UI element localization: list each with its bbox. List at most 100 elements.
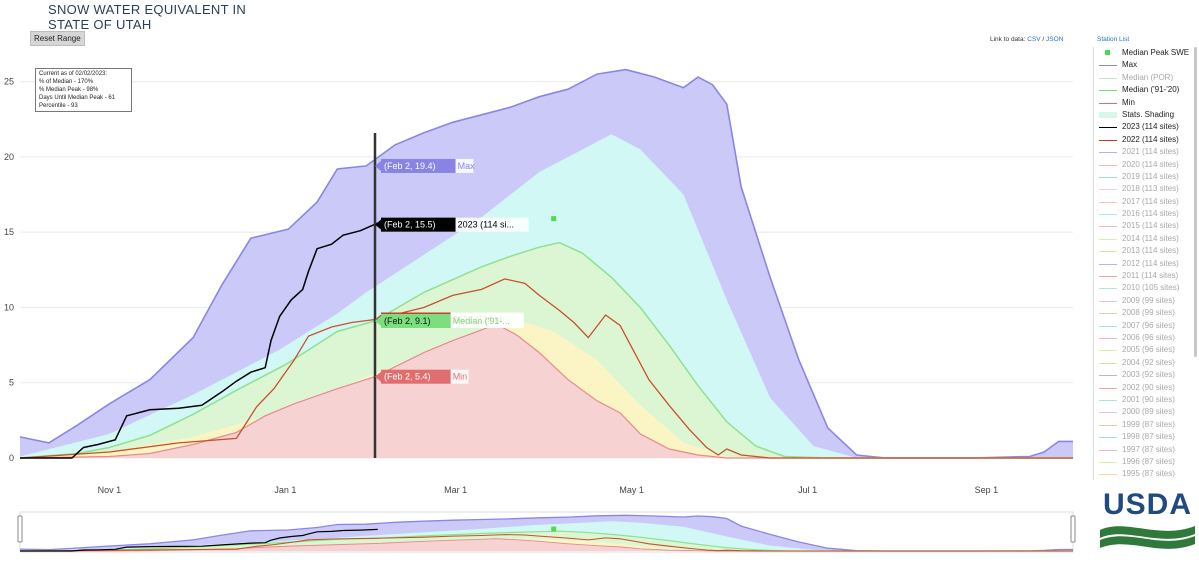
legend-item[interactable]: Stats. Shading	[1094, 109, 1196, 121]
json-link[interactable]: JSON	[1046, 36, 1064, 43]
series-line	[20, 222, 379, 459]
legend-swatch	[1099, 77, 1117, 79]
y-tick-label: 5	[9, 378, 14, 388]
legend-label: 1996 (87 sites)	[1122, 456, 1175, 466]
range-slider	[17, 511, 1076, 553]
legend-swatch	[1099, 139, 1117, 141]
legend-item[interactable]: 2006 (96 sites)	[1094, 332, 1196, 344]
title-line-1: SNOW WATER EQUIVALENT IN	[48, 2, 247, 17]
legend-item[interactable]: 2001 (90 sites)	[1094, 394, 1196, 406]
legend-item[interactable]: Max	[1094, 59, 1196, 71]
hover-label-box	[381, 369, 451, 384]
legend-item[interactable]: 2000 (89 sites)	[1094, 406, 1196, 418]
x-tick-label: Mar 1	[444, 485, 467, 495]
legend-item[interactable]: 2009 (99 sites)	[1094, 295, 1196, 307]
legend-item[interactable]: 2010 (105 sites)	[1094, 282, 1196, 294]
hover-label-box	[381, 314, 451, 329]
info-days-until-peak: Days Until Median Peak - 61	[39, 95, 116, 101]
legend-swatch	[1099, 238, 1117, 240]
legend-item[interactable]: 1996 (87 sites)	[1094, 456, 1196, 468]
series-areas	[20, 69, 1073, 459]
x-tick-label: Sep 1	[975, 485, 999, 495]
link-to-data: Link to data: CSV / JSON	[990, 36, 1063, 43]
legend-item[interactable]: 2019 (114 sites)	[1094, 171, 1196, 183]
legend-label: 2019 (114 sites)	[1122, 171, 1179, 181]
station-list-link[interactable]: Station List	[1097, 36, 1130, 43]
legend-item[interactable]: 2013 (114 sites)	[1094, 245, 1196, 257]
legend-item[interactable]: 2016 (114 sites)	[1094, 208, 1196, 220]
legend-item[interactable]: 2021 (114 sites)	[1094, 146, 1196, 158]
legend-item[interactable]: Median (POR)	[1094, 72, 1196, 84]
legend-swatch	[1099, 375, 1117, 377]
y-tick-label: 10	[4, 302, 14, 312]
legend-item[interactable]: Min	[1094, 97, 1196, 109]
series-line	[19, 68, 1073, 459]
legend-swatch	[1099, 65, 1117, 67]
legend-swatch	[1099, 387, 1117, 389]
legend-item[interactable]: 1997 (87 sites)	[1094, 444, 1196, 456]
hover-label-pointer	[375, 160, 381, 171]
reset-range-button[interactable]: Reset Range	[30, 31, 85, 46]
hover-label-tail-bg	[450, 314, 524, 329]
legend-scrollbar[interactable]	[1194, 47, 1197, 357]
range-slider-left-handle[interactable]	[17, 515, 23, 543]
legend-swatch	[1099, 111, 1117, 118]
legend-item[interactable]: 2015 (114 sites)	[1094, 220, 1196, 232]
legend-item[interactable]: 2005 (96 sites)	[1094, 344, 1196, 356]
legend-item[interactable]: 2007 (96 sites)	[1094, 320, 1196, 332]
hover-label-series: Max	[458, 161, 476, 171]
info-percentile: Percentile - 93	[39, 103, 78, 109]
legend-label: 2004 (92 sites)	[1122, 357, 1175, 367]
legend-label: 2022 (114 sites)	[1122, 134, 1179, 144]
legend-swatch	[1099, 412, 1117, 414]
legend-swatch	[1099, 424, 1117, 426]
legend-item[interactable]: 2023 (114 sites)	[1094, 121, 1196, 133]
legend-label: Median ('91-'20)	[1122, 85, 1180, 95]
series-line	[19, 323, 1073, 459]
csv-link[interactable]: CSV	[1027, 36, 1041, 43]
legend-swatch	[1099, 164, 1117, 166]
legend-item[interactable]: 2012 (114 sites)	[1094, 258, 1196, 270]
legend-label: 2001 (90 sites)	[1122, 394, 1175, 404]
legend-swatch	[1099, 90, 1117, 92]
legend-item[interactable]: 2022 (114 sites)	[1094, 134, 1196, 146]
range-slider-right-handle[interactable]	[1070, 515, 1076, 543]
legend-swatch	[1099, 263, 1117, 265]
legend-label: 2016 (114 sites)	[1122, 209, 1179, 219]
legend-label: 2002 (90 sites)	[1122, 382, 1175, 392]
legend-label: 2010 (105 sites)	[1122, 283, 1180, 293]
legend-swatch	[1099, 350, 1117, 352]
link-prefix: Link to data:	[990, 36, 1026, 43]
legend-label: 2012 (114 sites)	[1122, 258, 1179, 268]
x-tick-label: May 1	[619, 485, 644, 495]
legend-item[interactable]: Median ('91-'20)	[1094, 84, 1196, 96]
legend-item[interactable]: 1999 (87 sites)	[1094, 419, 1196, 431]
legend-label: Min	[1122, 97, 1135, 107]
legend-item[interactable]: 2017 (114 sites)	[1094, 196, 1196, 208]
legend-item[interactable]: 2003 (92 sites)	[1094, 369, 1196, 381]
legend-item[interactable]: 2011 (114 sites)	[1094, 270, 1196, 282]
median-peak-marker	[551, 216, 557, 222]
legend-swatch	[1099, 251, 1117, 253]
legend-label: Stats. Shading	[1122, 109, 1175, 119]
legend-item[interactable]: 2018 (113 sites)	[1094, 183, 1196, 195]
hover-label: (Feb 2, 15.5) 2023 (114 si...	[375, 217, 529, 232]
legend-item[interactable]: 2008 (99 sites)	[1094, 307, 1196, 319]
legend-item[interactable]: 1995 (87 sites)	[1094, 468, 1196, 480]
legend-item[interactable]: Median Peak SWE	[1094, 47, 1196, 59]
legend-swatch	[1099, 176, 1117, 178]
legend-item[interactable]: 2014 (114 sites)	[1094, 233, 1196, 245]
hover-label: (Feb 2, 19.4) Max	[375, 158, 476, 173]
title-line-2: STATE OF UTAH	[48, 17, 152, 32]
legend-item[interactable]: 2004 (92 sites)	[1094, 357, 1196, 369]
legend-item[interactable]: 2002 (90 sites)	[1094, 382, 1196, 394]
min-area	[20, 538, 1073, 551]
series-lines	[19, 68, 1073, 459]
hover-label-box	[381, 158, 456, 173]
usda-logo: USDA	[1100, 490, 1195, 558]
hover-label-box	[381, 217, 456, 232]
legend-swatch	[1105, 50, 1110, 55]
legend-item[interactable]: 2020 (114 sites)	[1094, 159, 1196, 171]
legend-item[interactable]: 1998 (87 sites)	[1094, 431, 1196, 443]
